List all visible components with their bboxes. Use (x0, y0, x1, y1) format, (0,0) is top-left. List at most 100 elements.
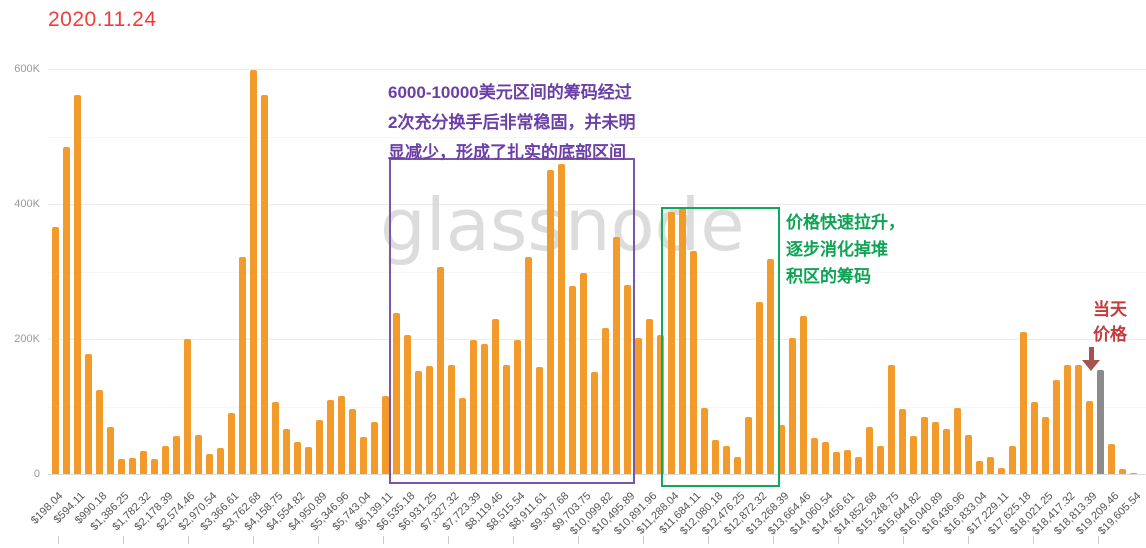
bar[interactable] (261, 94, 268, 474)
bar[interactable] (217, 448, 224, 474)
bar[interactable] (85, 353, 92, 474)
bar[interactable] (624, 285, 631, 474)
bar[interactable] (52, 226, 59, 474)
bar[interactable] (250, 70, 257, 474)
bar[interactable] (668, 212, 675, 474)
bar[interactable] (635, 338, 642, 474)
bar[interactable] (899, 408, 906, 474)
bar[interactable] (1064, 365, 1071, 474)
bar[interactable] (404, 334, 411, 474)
bar[interactable] (173, 436, 180, 474)
bar[interactable] (1119, 468, 1126, 474)
bar[interactable] (349, 409, 356, 474)
bar[interactable] (426, 366, 433, 474)
bar[interactable] (448, 364, 455, 474)
bar[interactable] (987, 457, 994, 474)
bar[interactable] (118, 459, 125, 474)
bar[interactable] (1009, 446, 1016, 474)
bar[interactable] (1075, 365, 1082, 474)
bar[interactable] (921, 417, 928, 474)
axis-tick (643, 536, 644, 544)
bar[interactable] (657, 334, 664, 474)
bar[interactable] (437, 266, 444, 474)
bar[interactable] (679, 207, 686, 474)
bar[interactable] (855, 457, 862, 474)
bar[interactable] (184, 339, 191, 474)
bar[interactable] (547, 169, 554, 474)
bar[interactable] (162, 445, 169, 474)
bar[interactable] (998, 467, 1005, 474)
bar[interactable] (910, 436, 917, 474)
bar[interactable] (580, 272, 587, 474)
bar[interactable] (338, 395, 345, 474)
bar[interactable] (360, 436, 367, 474)
bar[interactable] (734, 457, 741, 474)
bar[interactable] (283, 429, 290, 474)
bar[interactable] (976, 460, 983, 474)
bar[interactable] (74, 94, 81, 474)
bar[interactable] (877, 446, 884, 474)
bar[interactable] (327, 399, 334, 474)
bar[interactable] (525, 256, 532, 474)
bar[interactable] (1086, 401, 1093, 474)
current-price-bar[interactable] (1097, 370, 1104, 474)
bar[interactable] (228, 412, 235, 474)
bar[interactable] (833, 452, 840, 474)
bar[interactable] (503, 365, 510, 474)
bar[interactable] (63, 147, 70, 474)
bar[interactable] (646, 319, 653, 474)
bar[interactable] (96, 389, 103, 474)
bar[interactable] (888, 365, 895, 474)
bar[interactable] (558, 164, 565, 474)
bar[interactable] (602, 328, 609, 474)
bar[interactable] (1020, 332, 1027, 474)
bar[interactable] (1053, 380, 1060, 474)
bar[interactable] (701, 407, 708, 474)
bar[interactable] (822, 441, 829, 474)
bar[interactable] (514, 339, 521, 474)
bar[interactable] (932, 422, 939, 474)
bar[interactable] (371, 422, 378, 474)
bar[interactable] (294, 441, 301, 474)
bar[interactable] (1042, 416, 1049, 474)
bar[interactable] (613, 237, 620, 474)
bar[interactable] (459, 397, 466, 474)
bar[interactable] (107, 427, 114, 474)
bar[interactable] (1130, 473, 1137, 474)
bar[interactable] (745, 416, 752, 474)
bar[interactable] (591, 372, 598, 474)
bar[interactable] (272, 401, 279, 474)
bar[interactable] (195, 434, 202, 474)
bar[interactable] (789, 337, 796, 474)
bar[interactable] (811, 438, 818, 474)
bar[interactable] (778, 424, 785, 474)
bar[interactable] (536, 366, 543, 474)
bar[interactable] (393, 312, 400, 474)
bar[interactable] (470, 340, 477, 474)
bar[interactable] (712, 439, 719, 474)
bar[interactable] (1108, 443, 1115, 474)
bar[interactable] (492, 319, 499, 474)
bar[interactable] (316, 420, 323, 474)
bar[interactable] (382, 395, 389, 474)
bar[interactable] (206, 454, 213, 474)
bar[interactable] (481, 343, 488, 474)
bar[interactable] (767, 259, 774, 474)
bar[interactable] (800, 316, 807, 474)
bar[interactable] (305, 447, 312, 474)
bar[interactable] (844, 450, 851, 474)
bar[interactable] (129, 458, 136, 474)
bar[interactable] (569, 286, 576, 474)
bar[interactable] (866, 427, 873, 474)
bar[interactable] (140, 451, 147, 474)
bar[interactable] (965, 434, 972, 474)
bar[interactable] (690, 251, 697, 474)
bar[interactable] (239, 256, 246, 474)
bar[interactable] (723, 446, 730, 474)
bar[interactable] (415, 370, 422, 474)
bar[interactable] (943, 429, 950, 474)
bar[interactable] (1031, 401, 1038, 474)
bar[interactable] (151, 459, 158, 474)
bar[interactable] (954, 407, 961, 474)
bar[interactable] (756, 301, 763, 474)
